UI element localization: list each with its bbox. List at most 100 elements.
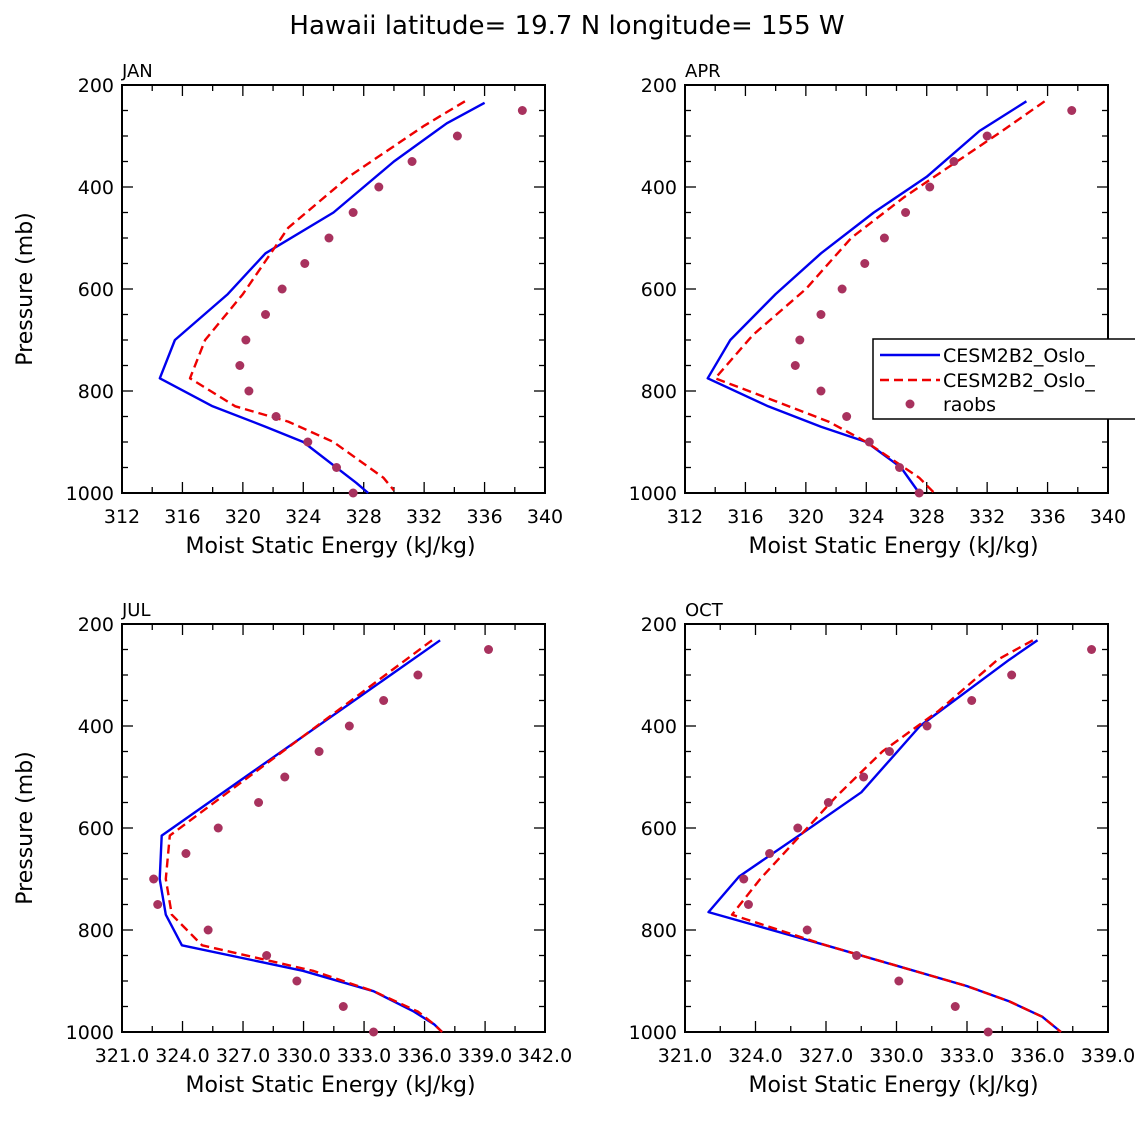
- series-line-solid: [706, 100, 1028, 494]
- legend: CESM2B2_Oslo_ CESM2B2_Oslo_raobs: [872, 338, 1135, 420]
- raobs-point: [262, 951, 272, 960]
- raobs-point: [967, 696, 977, 705]
- x-tick-label: 321.0: [658, 1045, 712, 1067]
- y-axis-label: Pressure (mb): [13, 751, 38, 905]
- raobs-point: [894, 976, 904, 986]
- x-tick-label: 327.0: [216, 1045, 270, 1067]
- y-axis-label: Pressure (mb): [13, 212, 38, 366]
- x-tick-label: 333.0: [940, 1045, 994, 1067]
- y-tick-label: 400: [641, 177, 677, 199]
- x-tick-label: 336: [466, 506, 502, 528]
- x-tick-label: 312: [667, 506, 703, 528]
- raobs-point: [244, 386, 254, 396]
- x-tick-label: 332: [406, 506, 442, 528]
- raobs-point: [484, 645, 494, 654]
- raobs-point: [983, 1027, 993, 1037]
- x-tick-label: 330.0: [869, 1045, 923, 1067]
- y-tick-label: 1000: [66, 483, 114, 505]
- panel-label: APR: [685, 61, 721, 82]
- raobs-point: [344, 721, 354, 731]
- y-tick-label: 800: [641, 381, 677, 403]
- raobs-point: [925, 182, 935, 192]
- raobs-point: [369, 1027, 379, 1037]
- raobs-point: [793, 823, 803, 833]
- raobs-point: [303, 437, 313, 447]
- y-tick-label: 200: [641, 614, 677, 636]
- raobs-point: [407, 157, 417, 166]
- series-line-dashed: [730, 639, 1062, 1033]
- x-tick-label: 312: [104, 506, 140, 528]
- raobs-point: [982, 131, 992, 141]
- series-line-dashed: [714, 100, 1046, 494]
- y-tick-label: 400: [78, 716, 114, 738]
- panel-label: JUL: [121, 600, 151, 621]
- raobs-point: [816, 386, 826, 396]
- x-tick-label: 320: [788, 506, 824, 528]
- x-tick-label: 324.0: [155, 1045, 209, 1067]
- raobs-point: [348, 488, 358, 498]
- raobs-point: [884, 747, 894, 756]
- x-tick-label: 321.0: [95, 1045, 149, 1067]
- x-tick-label: 336: [1029, 506, 1065, 528]
- raobs-point: [277, 284, 287, 294]
- plot-frame: [684, 623, 1109, 1033]
- y-tick-label: 600: [78, 279, 114, 301]
- x-tick-label: 333.0: [337, 1045, 391, 1067]
- x-tick-label: 328: [346, 506, 382, 528]
- raobs-point: [374, 182, 384, 192]
- x-tick-label: 330.0: [276, 1045, 330, 1067]
- raobs-point: [235, 361, 245, 370]
- x-tick-label: 320: [225, 506, 261, 528]
- x-tick-label: 316: [727, 506, 763, 528]
- x-tick-label: 340: [527, 506, 563, 528]
- raobs-point: [153, 900, 163, 909]
- x-axis-label: Moist Static Energy (kJ/kg): [748, 534, 1038, 559]
- panel-label: OCT: [685, 600, 724, 621]
- raobs-point: [901, 208, 911, 217]
- y-tick-label: 200: [78, 614, 114, 636]
- raobs-point: [332, 463, 342, 472]
- panel-label: JAN: [121, 61, 153, 82]
- x-tick-label: 336.0: [1010, 1045, 1064, 1067]
- raobs-point: [452, 131, 462, 141]
- raobs-point: [790, 361, 800, 370]
- series-line-dashed: [164, 639, 443, 1033]
- raobs-point: [280, 772, 290, 782]
- raobs-point: [1087, 645, 1097, 654]
- y-tick-label: 400: [641, 716, 677, 738]
- raobs-point: [348, 208, 358, 217]
- x-tick-label: 316: [164, 506, 200, 528]
- x-axis-label: Moist Static Energy (kJ/kg): [748, 1073, 1038, 1098]
- x-tick-label: 324: [848, 506, 884, 528]
- raobs-point: [914, 488, 924, 498]
- raobs-point: [213, 823, 223, 833]
- raobs-point: [816, 310, 826, 319]
- raobs-point: [314, 747, 324, 756]
- plot-frame: [684, 84, 1109, 494]
- plot-frame: [121, 623, 546, 1033]
- raobs-point: [795, 335, 805, 345]
- y-tick-label: 600: [78, 818, 114, 840]
- legend-marker: [905, 399, 915, 409]
- raobs-point: [852, 951, 862, 960]
- raobs-point: [261, 310, 271, 319]
- y-tick-label: 200: [78, 75, 114, 97]
- y-tick-label: 800: [641, 920, 677, 942]
- legend-label: CESM2B2_Oslo_: [943, 370, 1095, 392]
- series-line-solid: [158, 101, 486, 494]
- series-line-solid: [707, 639, 1062, 1033]
- raobs-point: [1067, 106, 1077, 115]
- y-tick-label: 1000: [629, 1022, 677, 1044]
- raobs-point: [517, 106, 527, 115]
- x-tick-label: 339.0: [458, 1045, 512, 1067]
- raobs-point: [300, 259, 310, 268]
- raobs-point: [181, 849, 191, 858]
- raobs-point: [765, 849, 775, 858]
- raobs-point: [949, 157, 959, 166]
- x-tick-label: 336.0: [397, 1045, 451, 1067]
